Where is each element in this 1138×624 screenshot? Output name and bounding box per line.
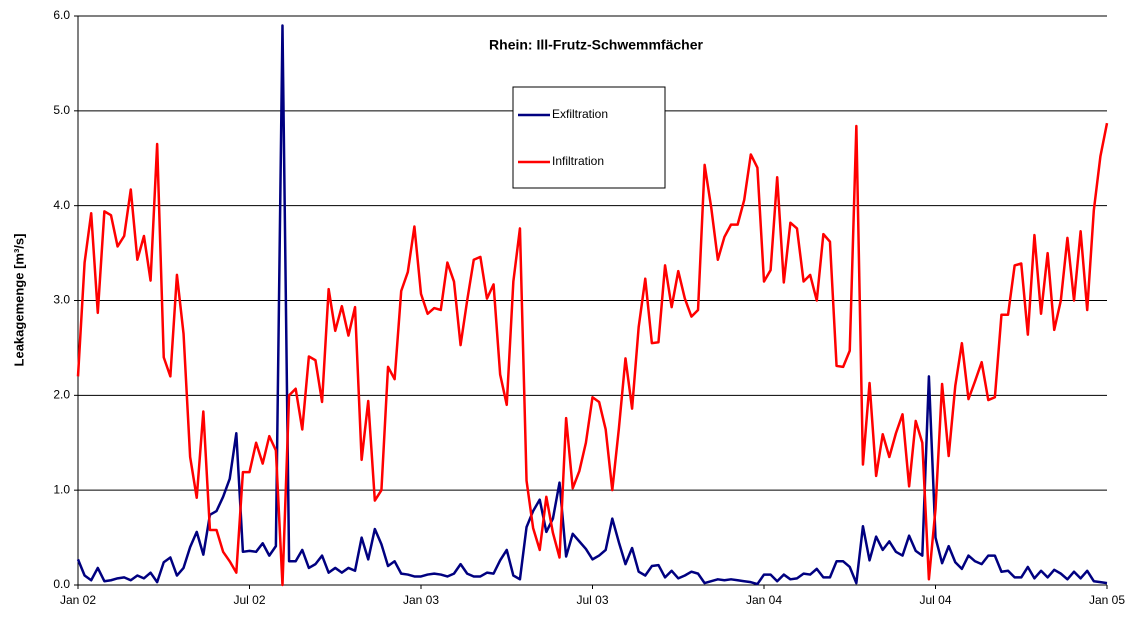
x-tick-label: Jan 04 — [746, 593, 782, 607]
x-tick-label: Jul 03 — [576, 593, 608, 607]
y-tick-label: 2.0 — [53, 388, 70, 402]
x-tick-label: Jul 02 — [233, 593, 265, 607]
y-tick-label: 0.0 — [53, 577, 70, 591]
y-axis-label: Leakagemenge [m³/s] — [11, 234, 26, 367]
chart-title: Rhein: Ill-Frutz-Schwemmfächer — [489, 37, 703, 53]
y-tick-label: 3.0 — [53, 293, 70, 307]
legend-label: Infiltration — [552, 154, 604, 168]
data-line — [76, 122, 1109, 587]
y-tick-label: 4.0 — [53, 198, 70, 212]
data-line — [76, 24, 1108, 586]
legend-box — [512, 86, 666, 189]
y-tick-label: 5.0 — [53, 103, 70, 117]
x-tick-label: Jan 02 — [60, 593, 96, 607]
y-tick-label: 6.0 — [53, 8, 70, 22]
x-tick-label: Jan 03 — [403, 593, 439, 607]
x-tick-label: Jan 05 — [1089, 593, 1125, 607]
legend-label: Exfiltration — [552, 107, 608, 121]
y-tick-label: 1.0 — [53, 482, 70, 496]
x-tick-label: Jul 04 — [919, 593, 951, 607]
